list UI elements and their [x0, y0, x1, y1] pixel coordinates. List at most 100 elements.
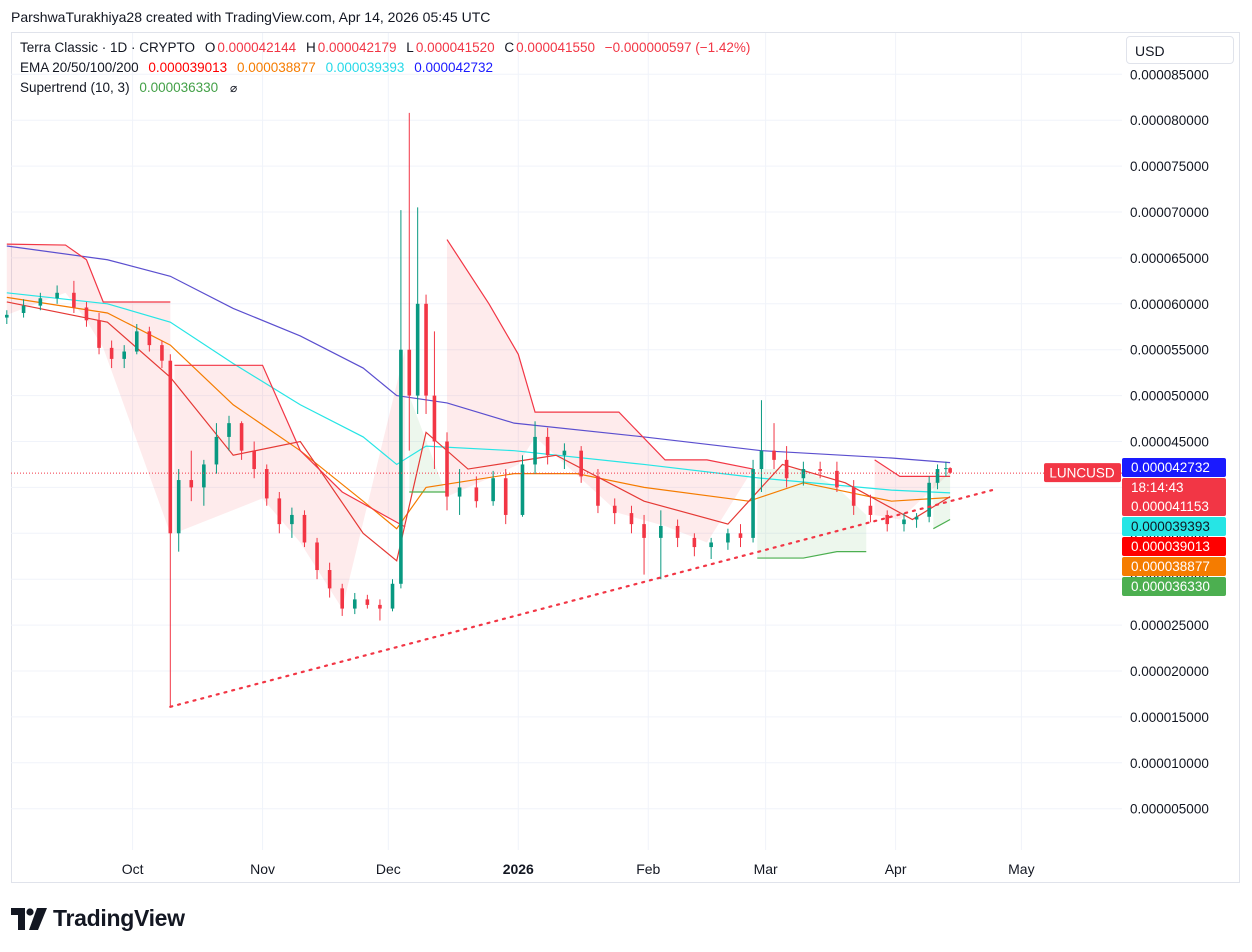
candle [885, 510, 890, 532]
x-tick-label: Feb [636, 861, 660, 877]
candle [189, 450, 194, 502]
currency-button[interactable]: USD [1126, 36, 1234, 64]
candle [927, 476, 931, 523]
candle-body [72, 292, 76, 308]
price-label-price: 18:14:43 0.000041153 [1122, 478, 1226, 516]
candle-body [491, 478, 495, 502]
candle [340, 583, 345, 616]
candle [277, 491, 282, 534]
price-label-text: 0.000038877 [1131, 559, 1210, 574]
legend-ema-label[interactable]: EMA 20/50/100/200 [20, 60, 139, 75]
candle [97, 312, 101, 355]
candle [147, 326, 152, 352]
candle [378, 599, 382, 621]
supertrend-lines [6, 239, 951, 559]
x-tick-label: May [1008, 861, 1034, 877]
candle-body [659, 525, 663, 538]
candle [545, 427, 550, 465]
y-tick-label: 0.000075000 [1130, 159, 1209, 174]
candle-body [818, 469, 822, 471]
y-tick-label: 0.000020000 [1130, 664, 1209, 679]
candle [407, 112, 412, 451]
price-label-text: 0.000042732 [1131, 460, 1210, 475]
candle [759, 400, 764, 492]
candle [902, 513, 906, 532]
legend-supertrend-label[interactable]: Supertrend (10, 3) [20, 80, 130, 95]
candle [709, 537, 713, 560]
candle [290, 507, 294, 538]
candle [738, 524, 743, 548]
symbol-tag-bg [1044, 463, 1121, 483]
candle [751, 459, 755, 543]
legend-supertrend-row[interactable]: Supertrend (10, 3) 0.000036330 ⌀ [20, 80, 239, 95]
candle [726, 528, 730, 550]
candle-body [642, 524, 646, 538]
y-tick-label: 0.000025000 [1130, 618, 1209, 633]
candle [784, 446, 789, 488]
candle [72, 280, 76, 313]
candle [944, 461, 948, 477]
legend-supertrend-value: 0.000036330 [139, 80, 219, 95]
legend-ema20-value: 0.000039013 [148, 60, 228, 75]
price-label-bg [1122, 458, 1226, 477]
candle [415, 207, 420, 414]
candle-body [503, 478, 508, 515]
legend-symbol[interactable]: Terra Classic · 1D · CRYPTO [20, 40, 196, 55]
price-label-ema-50: 0.000038877 [1122, 557, 1226, 576]
price-label-bg [1122, 557, 1226, 576]
y-tick-label: 0.000045000 [1130, 435, 1209, 450]
candle [302, 510, 307, 548]
candlestick-series [5, 112, 952, 707]
candle-body [927, 482, 931, 517]
candle [55, 285, 59, 304]
candle-body [340, 588, 345, 609]
legend-ema50-value: 0.000038877 [236, 60, 316, 75]
price-label-ema-100: 0.000039393 [1122, 517, 1226, 536]
price-label-text: 0.000041153 [1131, 499, 1209, 514]
candle-body [227, 423, 231, 437]
hidden-eye-icon[interactable]: ⌀ [229, 81, 238, 95]
candle [122, 345, 126, 369]
supertrend-fills [6, 239, 951, 609]
candle [642, 514, 646, 575]
candle-body [751, 469, 755, 538]
candle [868, 494, 873, 523]
candle-body [21, 305, 26, 313]
candle-body [302, 514, 307, 543]
candle [5, 310, 9, 324]
candle-body [239, 423, 244, 451]
y-tick-label: 0.000050000 [1130, 389, 1209, 404]
candle [491, 470, 495, 506]
tradingview-logo[interactable]: TradingView [11, 905, 185, 932]
candle-body [692, 537, 697, 548]
supertrend-down-fill [174, 349, 406, 609]
price-label-ema-200: 0.000042732 [1122, 458, 1226, 477]
legend-ema-row[interactable]: EMA 20/50/100/200 0.000039013 0.00003887… [20, 60, 495, 75]
candle-body [759, 450, 764, 470]
candle-body [474, 487, 479, 502]
candle-body [160, 345, 164, 361]
supertrend-down-line [446, 239, 754, 470]
x-tick-label: Oct [122, 861, 144, 877]
candle-body [562, 450, 567, 456]
candle-body [97, 320, 101, 348]
candle [168, 354, 173, 707]
support-trendline [169, 489, 994, 708]
candle-body [709, 542, 713, 548]
countdown-text: 18:14:43 [1131, 480, 1184, 495]
candle-body [277, 498, 282, 525]
y-tick-label: 0.000005000 [1130, 802, 1209, 817]
legend-open-value: 0.000042144 [217, 40, 297, 55]
candle [692, 533, 697, 557]
candle-body [902, 519, 906, 525]
price-label-supertrend: 0.000036330 [1122, 577, 1226, 596]
candle [457, 469, 462, 515]
candle [327, 562, 332, 598]
candle-body [134, 331, 139, 352]
supertrend-up-line [933, 519, 951, 530]
candle-body [5, 314, 9, 318]
candle-body [202, 464, 206, 488]
supertrend-down-fill [6, 244, 171, 534]
legend-close-value: 0.000041550 [516, 40, 596, 55]
